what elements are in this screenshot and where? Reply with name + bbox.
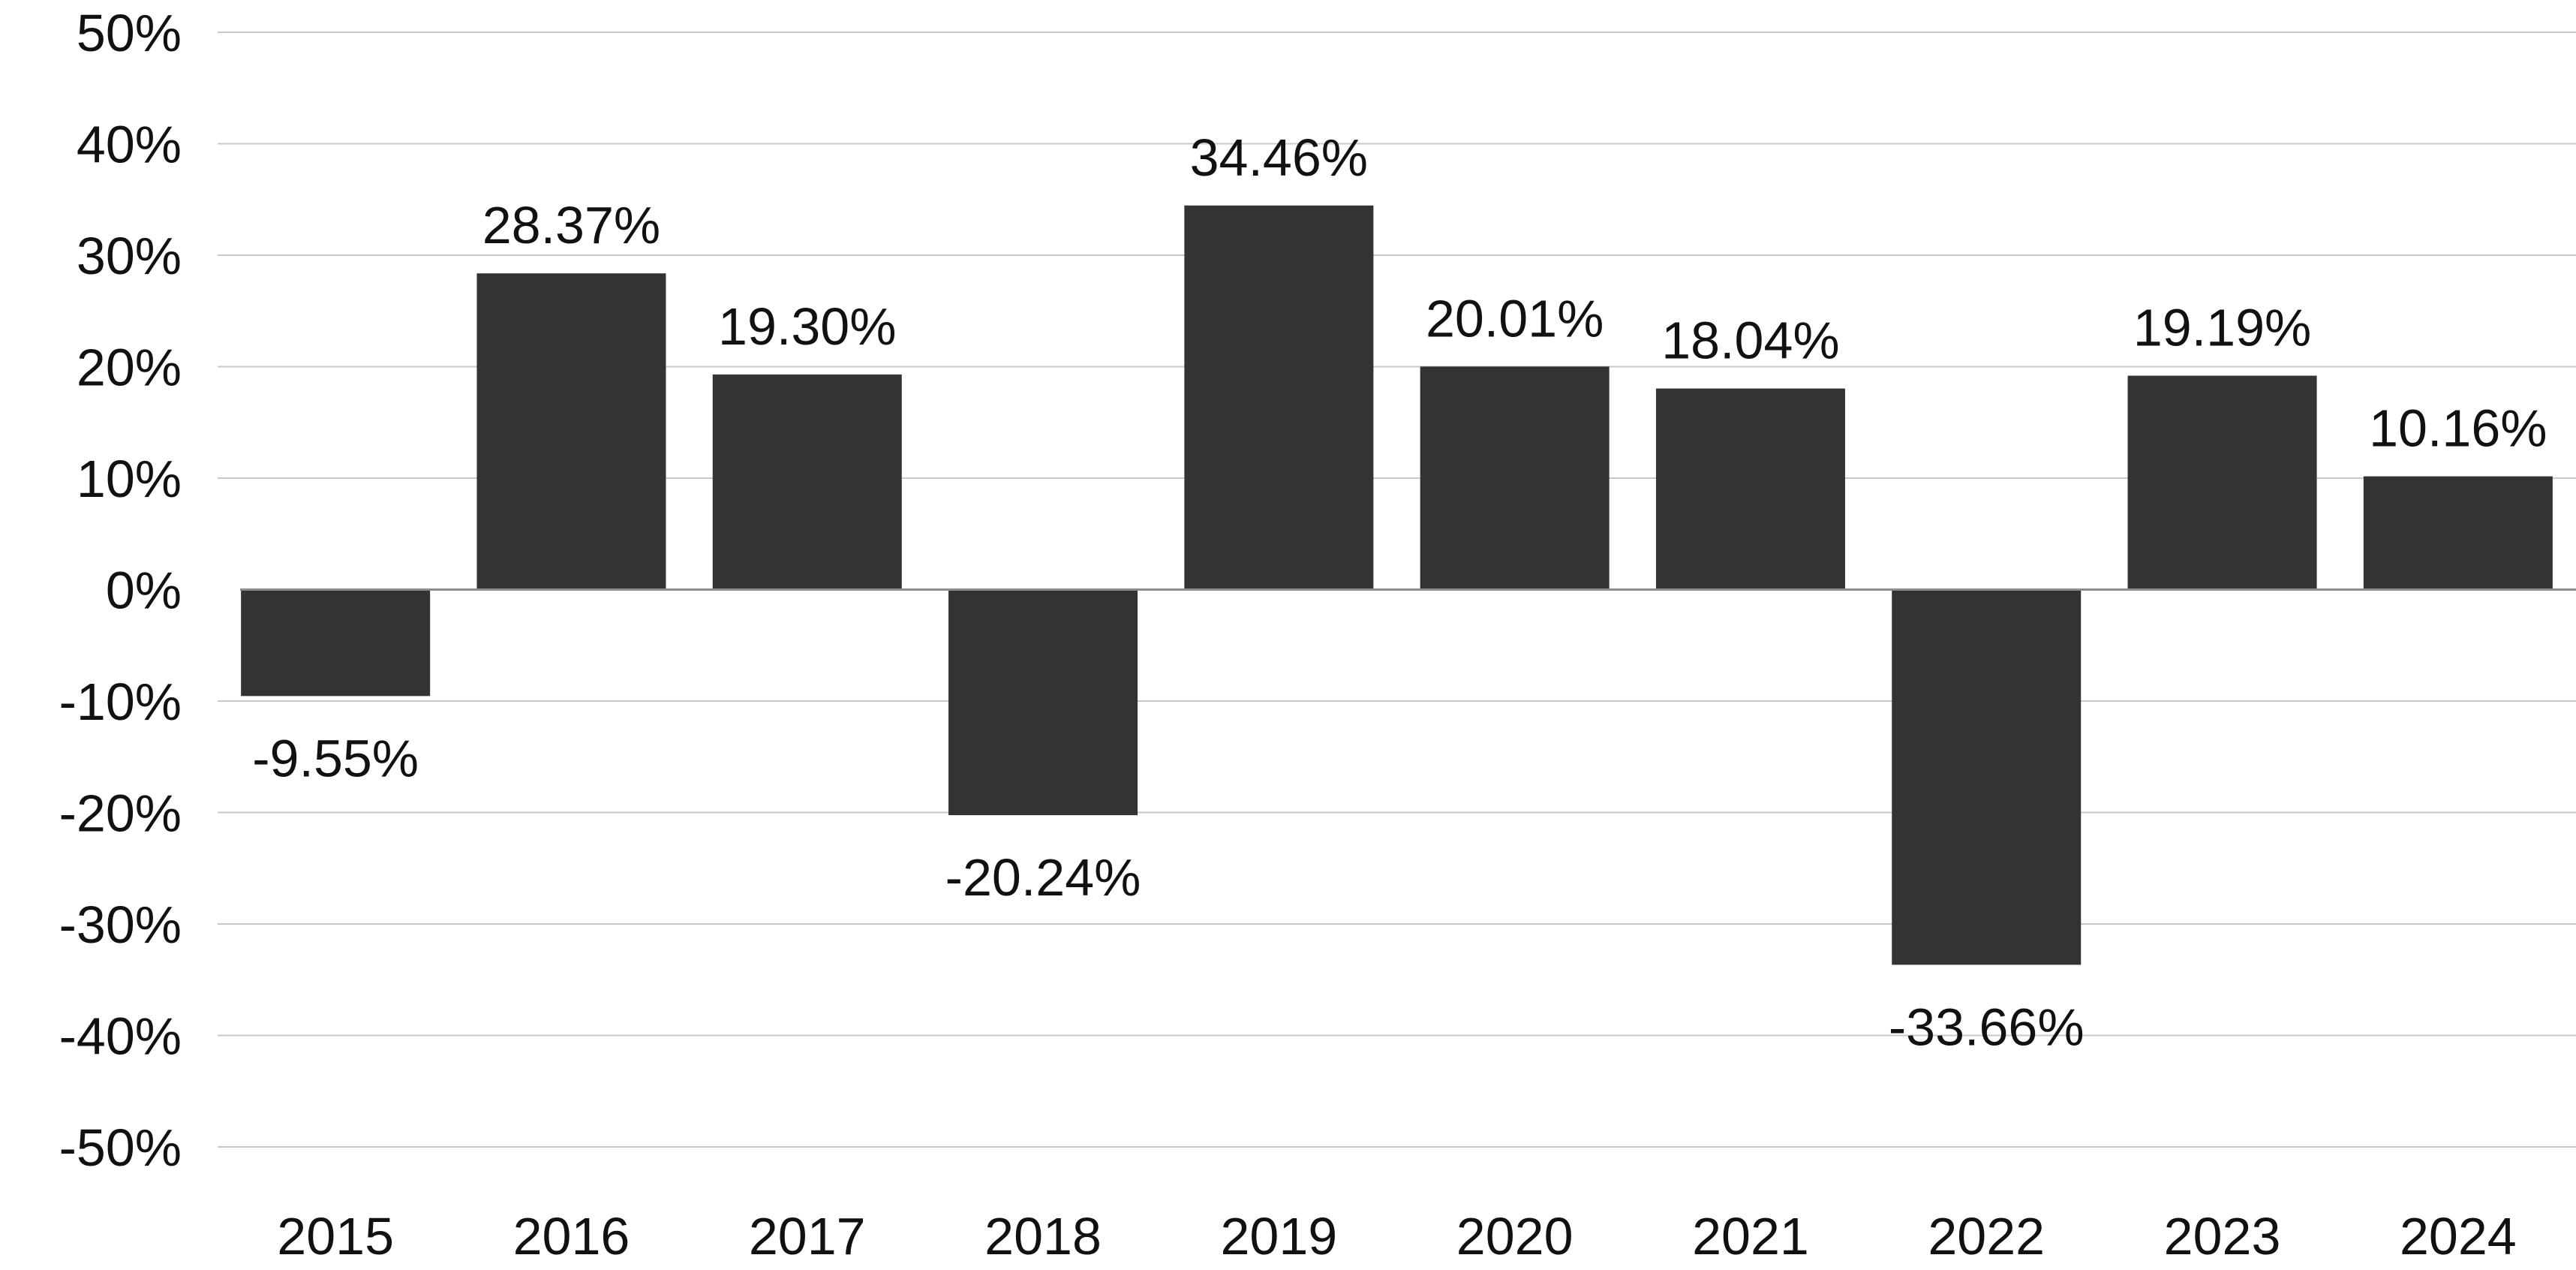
y-axis-tick-labels: 50% 40% 30% 20% 10% 0% -10% -20% -30% -40% -50% [59, 4, 182, 1177]
bar-2015 [241, 589, 431, 697]
y-tick-label: 40% [77, 116, 182, 174]
x-tick-label-2024: 2024 [2400, 1207, 2517, 1265]
y-tick-label: 10% [77, 450, 182, 508]
data-label-2023: 19.19% [2133, 299, 2311, 357]
bar-2021 [1655, 388, 1845, 590]
bar-2016 [476, 273, 666, 590]
x-tick-label-2020: 2020 [1456, 1207, 1574, 1265]
x-tick-label-2015: 2015 [277, 1207, 394, 1265]
data-label-2024: 10.16% [2369, 399, 2547, 458]
bar-2024 [2363, 476, 2553, 590]
x-tick-label-2016: 2016 [513, 1207, 630, 1265]
x-tick-label-2018: 2018 [984, 1207, 1102, 1265]
y-tick-label: -30% [59, 895, 182, 954]
data-label-2017: 19.30% [718, 297, 896, 356]
data-label-2021: 18.04% [1661, 311, 1839, 370]
data-label-2016: 28.37% [482, 196, 660, 254]
data-label-2022: -33.66% [1889, 998, 2085, 1056]
y-tick-label: 30% [77, 227, 182, 285]
bar-2022 [1892, 589, 2082, 965]
bar-2020 [1420, 366, 1610, 590]
data-label-2018: -20.24% [945, 848, 1141, 907]
bar-2018 [948, 589, 1138, 816]
y-tick-label: -40% [59, 1007, 182, 1066]
y-tick-label: 20% [77, 339, 182, 397]
y-tick-label: -50% [59, 1118, 182, 1177]
bar-2019 [1184, 205, 1374, 590]
x-tick-label-2017: 2017 [749, 1207, 866, 1265]
y-tick-label: 50% [77, 4, 182, 62]
bar-2017 [712, 374, 902, 590]
data-label-2015: -9.55% [252, 729, 419, 787]
bars [241, 205, 2553, 965]
y-tick-label: -10% [59, 673, 182, 731]
bar-data-labels: -9.55% 28.37% 19.30% -20.24% 34.46% 20.01% 18.… [252, 128, 2547, 1057]
y-tick-label: 0% [106, 561, 182, 620]
data-label-2019: 34.46% [1190, 128, 1368, 187]
x-tick-label-2019: 2019 [1220, 1207, 1337, 1265]
x-tick-label-2021: 2021 [1692, 1207, 1809, 1265]
data-label-2020: 20.01% [1426, 289, 1604, 348]
y-tick-label: -20% [59, 784, 182, 843]
x-tick-label-2022: 2022 [1928, 1207, 2045, 1265]
x-axis-tick-labels: 2015 2016 2017 2018 2019 2020 2021 2022 2023 2024 [277, 1207, 2516, 1265]
bar-2023 [2127, 375, 2317, 590]
x-tick-label-2023: 2023 [2164, 1207, 2281, 1265]
